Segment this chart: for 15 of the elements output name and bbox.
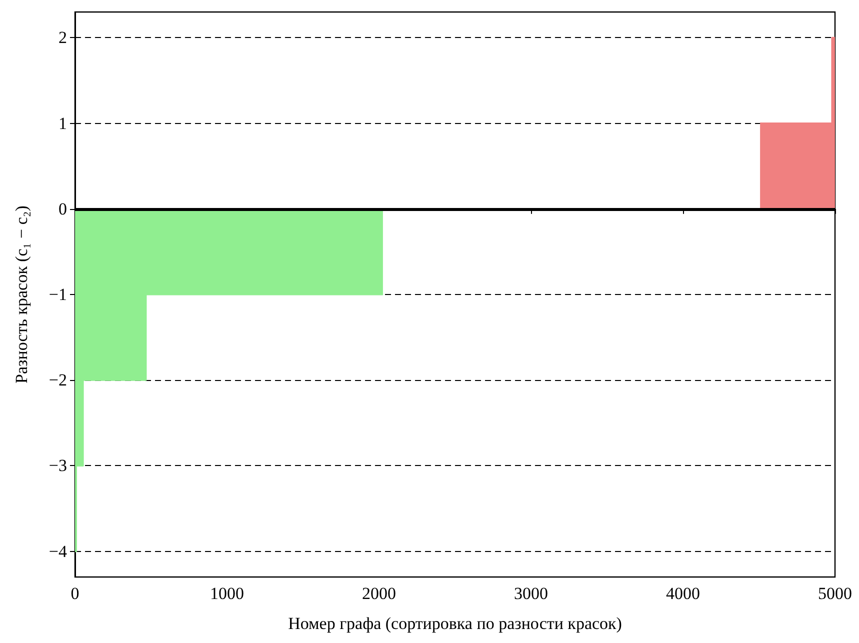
- y-tick-label: 1: [58, 114, 67, 133]
- x-axis-title: Номер графа (сортировка по разности красок): [288, 614, 622, 633]
- x-tick-label: 3000: [514, 584, 548, 603]
- y-tick-label: 0: [58, 199, 67, 218]
- y-tick-label: −2: [48, 370, 67, 390]
- y-axis-title: Разность красок (c₁ − c₂): [12, 206, 31, 384]
- y-tick-label: 2: [58, 28, 67, 48]
- y-tick-label: −1: [48, 285, 67, 304]
- x-tick-label: 1000: [210, 584, 244, 603]
- x-tick-label: 4000: [666, 584, 700, 603]
- y-tick-label: −4: [48, 542, 68, 561]
- x-tick-label: 2000: [362, 584, 396, 603]
- x-tick-label: 0: [70, 584, 80, 603]
- y-tick-label: −3: [48, 456, 67, 476]
- x-tick-label: 5000: [818, 584, 852, 603]
